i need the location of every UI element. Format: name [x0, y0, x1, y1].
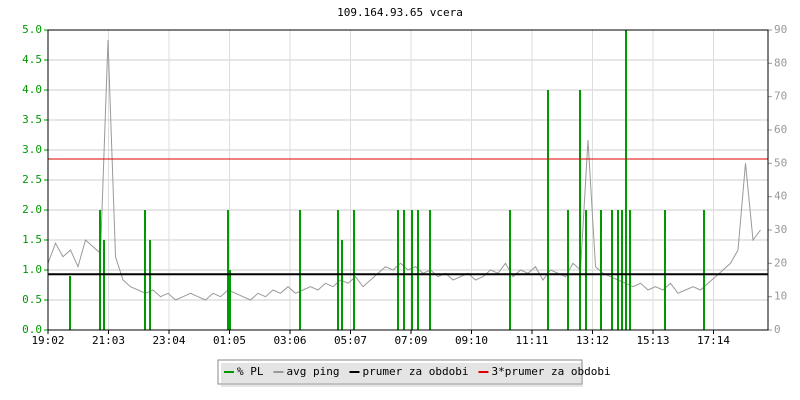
- y-tick-label: 4.5: [22, 53, 42, 66]
- x-tick-label: 21:03: [92, 334, 125, 347]
- legend-label: avg ping: [287, 365, 340, 378]
- y-tick-label: 3.5: [22, 113, 42, 126]
- y2-tick-label: 20: [774, 256, 787, 269]
- legend-label: % PL: [237, 365, 264, 378]
- x-tick-label: 01:05: [213, 334, 246, 347]
- y2-tick-label: 10: [774, 290, 787, 303]
- x-tick-label: 23:04: [152, 334, 185, 347]
- x-tick-label: 15:13: [636, 334, 669, 347]
- y2-tick-label: 80: [774, 56, 787, 69]
- x-tick-label: 09:10: [455, 334, 488, 347]
- x-tick-label: 05:07: [334, 334, 367, 347]
- x-tick-label: 11:11: [515, 334, 548, 347]
- y2-tick-label: 90: [774, 23, 787, 36]
- plot-border: [47, 29, 769, 331]
- x-tick-label: 17:14: [697, 334, 730, 347]
- y-tick-label: 1.5: [22, 233, 42, 246]
- y-tick-label: 5.0: [22, 23, 42, 36]
- y2-tick-label: 30: [774, 223, 787, 236]
- legend-label: 3*prumer za obdobi: [491, 365, 610, 378]
- y-tick-label: 0.5: [22, 293, 42, 306]
- y2-tick-label: 60: [774, 123, 787, 136]
- y-tick-label: 0.0: [22, 323, 42, 336]
- chart-title: 109.164.93.65 vcera: [337, 6, 463, 19]
- y2-tick-label: 0: [774, 323, 781, 336]
- y2-tick-label: 50: [774, 156, 787, 169]
- y-tick-label: 4.0: [22, 83, 42, 96]
- x-tick-label: 07:09: [394, 334, 427, 347]
- y2-tick-label: 40: [774, 190, 787, 203]
- y-tick-label: 3.0: [22, 143, 42, 156]
- x-tick-label: 03:06: [273, 334, 306, 347]
- y-tick-label: 2.0: [22, 203, 42, 216]
- x-tick-label: 13:12: [576, 334, 609, 347]
- y2-tick-label: 70: [774, 90, 787, 103]
- legend-label: prumer za obdobi: [362, 365, 468, 378]
- legend-shadow: [221, 363, 583, 387]
- x-tick-label: 19:02: [31, 334, 64, 347]
- y-tick-label: 1.0: [22, 263, 42, 276]
- y-tick-label: 2.5: [22, 173, 42, 186]
